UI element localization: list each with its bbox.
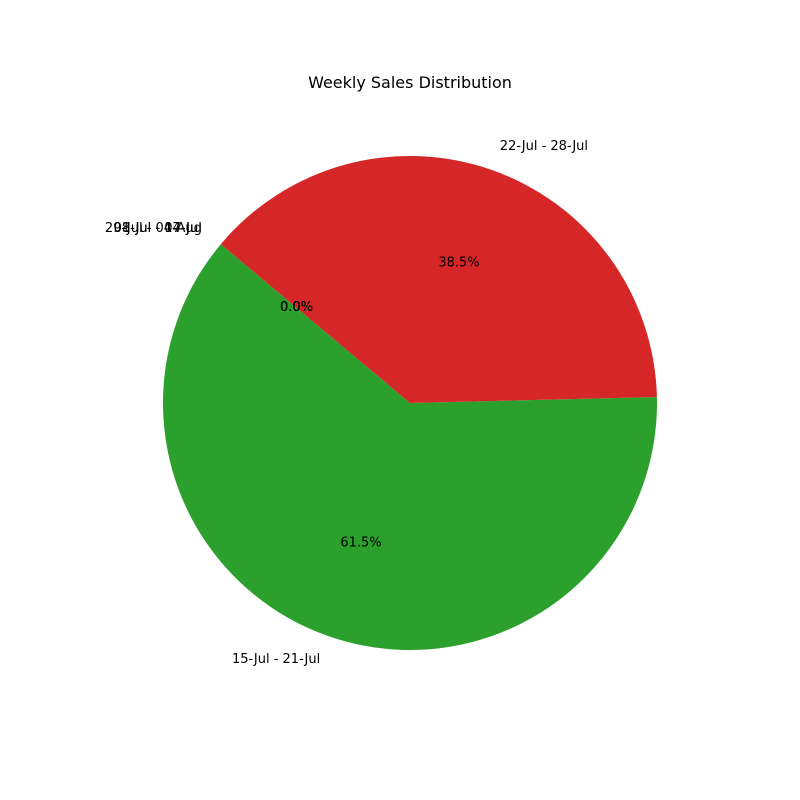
slice-label-08-jul-14-jul: 08-Jul - 14-Jul <box>114 221 202 236</box>
slice-label-01-jul-07-jul: 01-Jul - 07-Jul <box>114 221 202 236</box>
pie-slice-15-jul-21-jul <box>163 244 657 651</box>
slice-pct-01-jul-07-jul: 0.0% <box>280 300 313 315</box>
slice-pct-15-jul-21-jul: 61.5% <box>340 535 381 550</box>
slice-pct-08-jul-14-jul: 0.0% <box>280 300 313 315</box>
slice-pct-29-jul-04-aug: 0.0% <box>280 300 313 315</box>
slice-label-22-jul-28-jul: 22-Jul - 28-Jul <box>500 139 588 154</box>
slice-label-15-jul-21-jul: 15-Jul - 21-Jul <box>232 652 320 667</box>
slice-pct-22-jul-28-jul: 38.5% <box>438 256 479 271</box>
chart-title: Weekly Sales Distribution <box>308 73 512 92</box>
slice-label-29-jul-04-aug: 29-Jul - 04-Aug <box>105 221 202 236</box>
pie-slices <box>163 156 657 651</box>
pie-slice-22-jul-28-jul <box>220 156 657 403</box>
